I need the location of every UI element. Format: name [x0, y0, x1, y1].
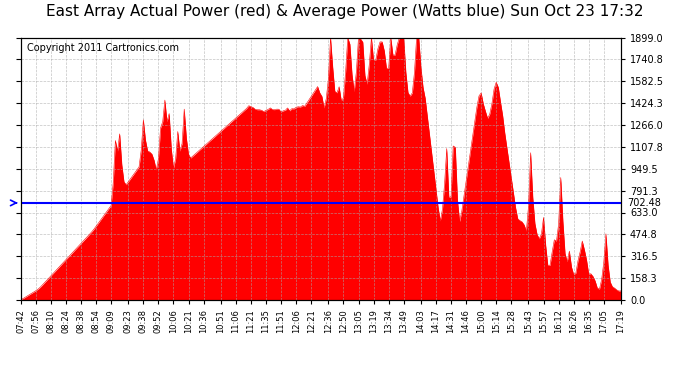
- Text: 702.48: 702.48: [627, 198, 661, 208]
- Text: East Array Actual Power (red) & Average Power (Watts blue) Sun Oct 23 17:32: East Array Actual Power (red) & Average …: [46, 4, 644, 19]
- Text: Copyright 2011 Cartronics.com: Copyright 2011 Cartronics.com: [27, 43, 179, 53]
